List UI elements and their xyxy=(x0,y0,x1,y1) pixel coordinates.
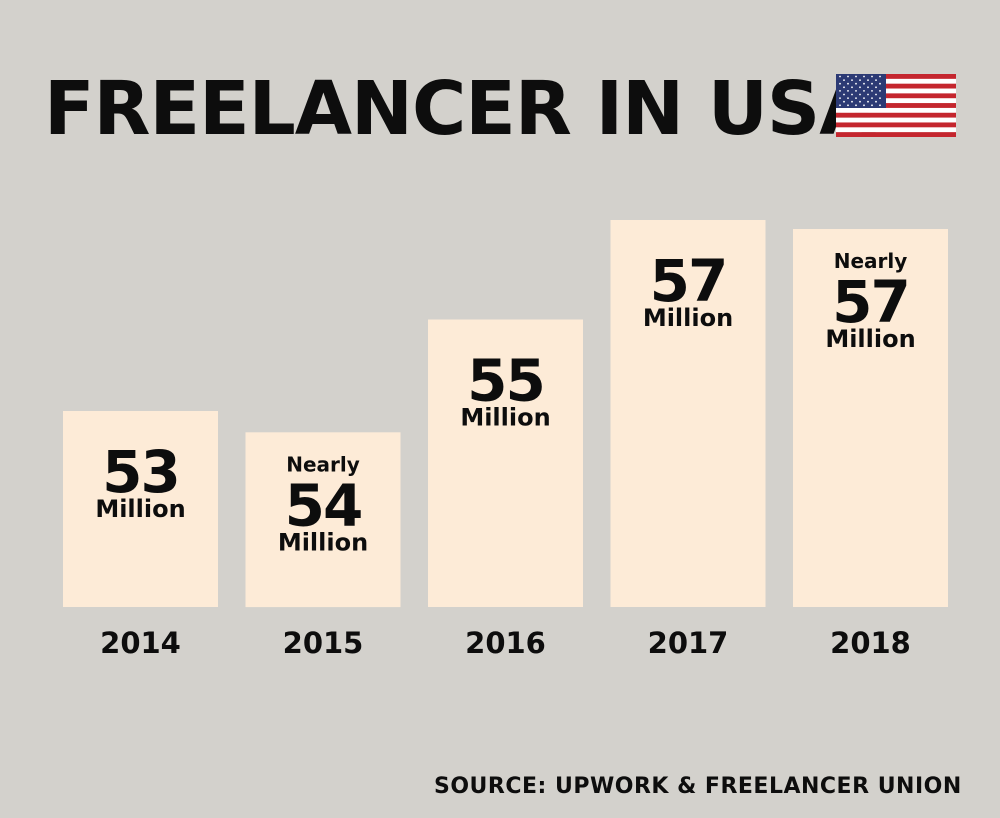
bar-2014 xyxy=(63,411,218,607)
bar-unit-label: Million xyxy=(825,325,915,353)
bar-value-label: 53 xyxy=(102,438,179,506)
bar-value-label: 54 xyxy=(285,471,362,539)
x-tick-label: 2016 xyxy=(465,626,546,660)
bar-unit-label: Million xyxy=(278,528,368,556)
bar-2015 xyxy=(245,432,401,608)
bar-unit-label: Million xyxy=(643,304,733,332)
bar-value-label: 55 xyxy=(467,347,544,415)
x-tick-label: 2015 xyxy=(283,626,364,660)
bar-unit-label: Million xyxy=(460,404,550,432)
source-note: SOURCE: UPWORK & FREELANCER UNION xyxy=(434,774,962,799)
bar-value-label: 57 xyxy=(832,268,909,336)
x-tick-label: 2017 xyxy=(648,626,729,660)
x-tick-label: 2018 xyxy=(830,626,911,660)
bar-label-prefix: Nearly xyxy=(834,249,908,273)
bar-unit-label: Million xyxy=(95,495,185,523)
bar-2017 xyxy=(610,220,766,607)
x-tick-label: 2014 xyxy=(100,626,181,660)
bar-2016 xyxy=(428,319,583,607)
bar-2018 xyxy=(793,229,948,607)
bar-label-prefix: Nearly xyxy=(286,452,360,476)
usa-flag-icon xyxy=(836,74,956,137)
bar-value-label: 57 xyxy=(650,247,727,315)
chart-title: FREELANCER IN USA xyxy=(44,66,876,152)
